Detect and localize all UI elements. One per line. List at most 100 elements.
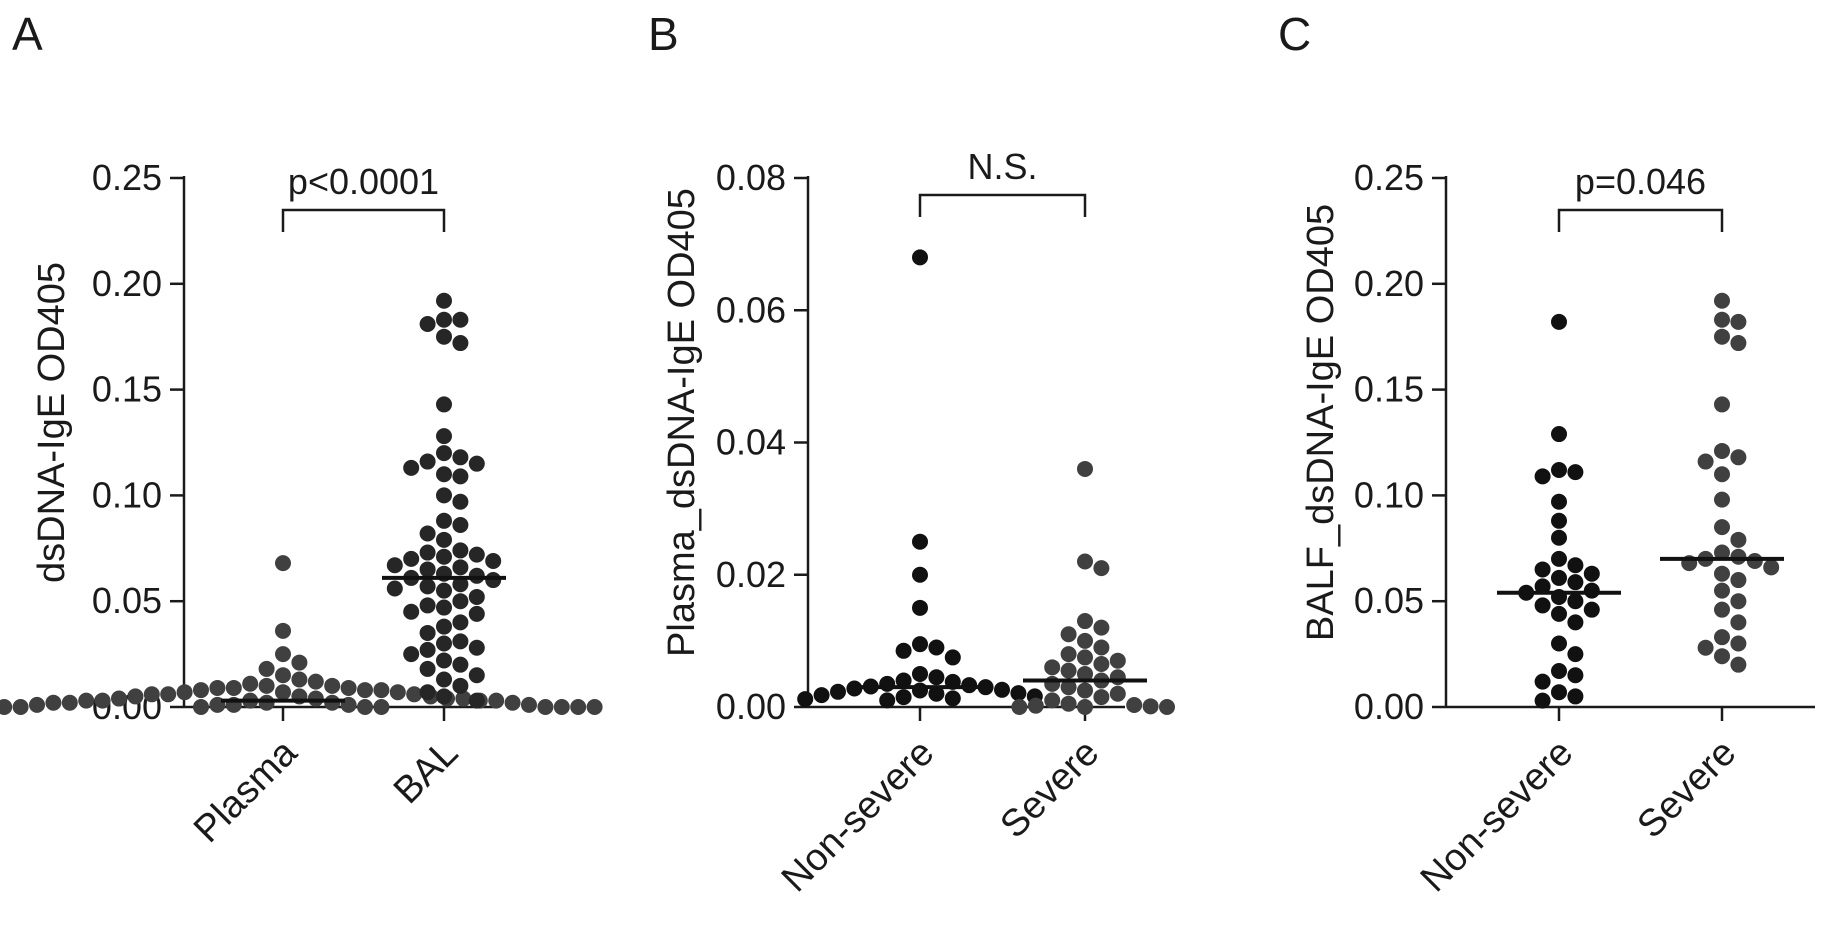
data-point [94, 692, 111, 709]
data-point [275, 667, 291, 684]
data-point [1730, 449, 1747, 466]
data-point [419, 316, 436, 333]
data-point [1551, 529, 1567, 546]
data-point [1060, 626, 1077, 643]
data-point [436, 428, 452, 445]
data-point [436, 328, 452, 345]
data-point [436, 531, 452, 548]
data-point [403, 603, 420, 620]
y-tick-label: 0.04 [716, 422, 786, 463]
data-point [1044, 692, 1061, 709]
data-point [176, 684, 193, 701]
data-point [357, 682, 373, 699]
data-point [1730, 656, 1747, 673]
data-point [1044, 675, 1061, 692]
data-point [846, 680, 863, 697]
chart-panel-c: C BALF_dsDNA-IgE OD405 0.00 0.05 0.10 0.15 0.2… [1278, 8, 1815, 900]
data-point [1109, 685, 1126, 702]
data-point [928, 669, 945, 686]
data-point [928, 639, 945, 656]
data-point [436, 512, 452, 529]
data-point [1714, 466, 1730, 483]
data-point [1551, 550, 1567, 567]
data-point [452, 677, 469, 694]
data-point [78, 692, 95, 709]
significance-bracket [918, 193, 1087, 217]
y-tick-label: 0.20 [92, 263, 162, 304]
data-point [521, 696, 537, 713]
data-point [944, 690, 961, 707]
data-point [419, 561, 436, 578]
data-point [452, 335, 469, 352]
data-point [160, 686, 177, 703]
data-point [1551, 426, 1567, 443]
data-point [879, 675, 896, 692]
data-point [1697, 639, 1714, 656]
data-point [436, 635, 452, 652]
significance-label: N.S. [967, 146, 1037, 187]
data-point [373, 699, 390, 715]
data-point [436, 582, 452, 599]
data-point [1714, 519, 1730, 536]
data-point [1714, 491, 1730, 508]
data-point [275, 684, 291, 701]
data-point [1534, 561, 1551, 578]
data-point [452, 593, 469, 610]
data-point [504, 694, 521, 711]
data-point [1551, 462, 1567, 479]
data-point [1714, 601, 1730, 618]
y-tick-label: 0.05 [1354, 580, 1424, 621]
data-point [0, 699, 13, 715]
data-point [1534, 468, 1551, 485]
data-point [419, 597, 436, 614]
data-point [452, 656, 469, 673]
data-point [1077, 553, 1093, 570]
data-point [1730, 335, 1747, 352]
data-point [830, 683, 846, 700]
data-point [1746, 552, 1763, 569]
x-category-label: Severe [1630, 732, 1745, 847]
data-point [1714, 292, 1730, 309]
x-category-label: BAL [386, 732, 466, 812]
data-point [436, 618, 452, 635]
data-point [977, 679, 994, 696]
data-point [436, 311, 452, 328]
significance-label: p=0.046 [1575, 161, 1706, 202]
data-point [324, 677, 341, 694]
data-point [436, 292, 452, 309]
data-point [928, 685, 945, 702]
data-point [193, 699, 209, 715]
data-point [468, 692, 485, 709]
data-point [403, 550, 420, 567]
data-point [1567, 614, 1584, 631]
data-point [452, 493, 469, 510]
data-point [452, 633, 469, 650]
data-point [1077, 699, 1093, 715]
y-axis-title: dsDNA-IgE OD405 [31, 262, 73, 583]
data-point [1077, 665, 1093, 682]
data-point [1567, 688, 1584, 705]
data-point [468, 588, 485, 605]
data-point [1567, 646, 1584, 663]
data-point [1126, 697, 1143, 714]
data-point [340, 679, 357, 696]
data-point [912, 566, 928, 583]
data-point [1551, 512, 1567, 529]
data-point [1551, 493, 1567, 510]
data-point [1714, 544, 1730, 561]
data-point [1077, 649, 1093, 666]
data-point [1077, 632, 1093, 649]
data-point [912, 249, 928, 266]
data-point [386, 580, 403, 597]
data-point [1714, 311, 1730, 328]
data-point [1060, 695, 1077, 712]
data-point [419, 544, 436, 561]
y-axis-title: Plasma_dsDNA-IgE OD405 [661, 188, 703, 657]
data-point [912, 599, 928, 616]
data-point [357, 699, 373, 715]
data-point [1534, 597, 1551, 614]
data-point [537, 699, 554, 715]
data-point [1093, 619, 1110, 636]
data-point [29, 696, 45, 713]
data-point [912, 682, 928, 699]
